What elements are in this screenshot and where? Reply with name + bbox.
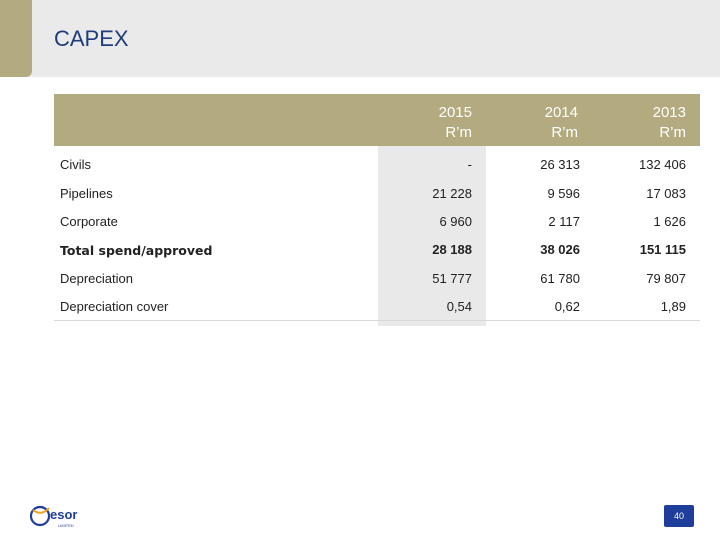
row-label-depreciation-cover: Depreciation cover xyxy=(60,299,169,314)
cell-depreciation-cover-2013: 1,89 xyxy=(660,299,686,314)
cell-civils-2014: 26 313 xyxy=(540,157,580,172)
column-year: 2013 xyxy=(652,104,686,121)
logo-tagline: LIMITED xyxy=(58,523,74,528)
column-year: 2014 xyxy=(544,104,578,121)
cell-total-2015: 28 188 xyxy=(432,242,472,257)
page-number-badge: 40 xyxy=(664,505,694,527)
cell-total-2013: 151 115 xyxy=(639,242,686,257)
cell-pipelines-2015: 21 228 xyxy=(432,186,472,201)
cell-depreciation-cover-2015: 0,54 xyxy=(446,299,472,314)
title-accent xyxy=(0,0,32,77)
column-header-2013: 2013 R’m xyxy=(592,94,700,146)
cell-depreciation-cover-2014: 0,62 xyxy=(554,299,580,314)
cell-corporate-2013: 1 626 xyxy=(653,214,686,229)
column-unit: R’m xyxy=(659,124,686,141)
cell-corporate-2015: 6 960 xyxy=(439,214,472,229)
esor-logo-icon: esor LIMITED xyxy=(29,505,77,528)
cell-civils-2015: - xyxy=(467,157,472,172)
cell-corporate-2014: 2 117 xyxy=(548,214,580,229)
cell-pipelines-2014: 9 596 xyxy=(547,186,580,201)
row-label-corporate: Corporate xyxy=(60,214,118,229)
cell-total-2014: 38 026 xyxy=(540,242,580,257)
cell-civils-2013: 132 406 xyxy=(639,157,686,172)
title-background xyxy=(32,0,720,77)
cell-pipelines-2013: 17 083 xyxy=(646,186,686,201)
table-header-band xyxy=(54,94,378,146)
cell-depreciation-2014: 61 780 xyxy=(540,271,580,286)
table-bottom-line xyxy=(54,320,700,321)
column-year: 2015 xyxy=(438,104,472,121)
cell-depreciation-2015: 51 777 xyxy=(432,271,472,286)
row-label-pipelines: Pipelines xyxy=(60,186,113,201)
slide-title: CAPEX xyxy=(54,26,129,51)
row-label-civils: Civils xyxy=(60,157,92,172)
row-label-total: Total spend/approved xyxy=(60,243,213,258)
column-header-2014: 2014 R’m xyxy=(486,94,592,146)
row-label-depreciation: Depreciation xyxy=(60,271,133,286)
cell-depreciation-2013: 79 807 xyxy=(646,271,686,286)
column-unit: R’m xyxy=(445,124,472,141)
logo-wordmark: esor xyxy=(50,507,77,522)
column-header-2015: 2015 R’m xyxy=(378,94,486,146)
column-unit: R’m xyxy=(551,124,578,141)
esor-logo: esor LIMITED xyxy=(29,500,90,532)
